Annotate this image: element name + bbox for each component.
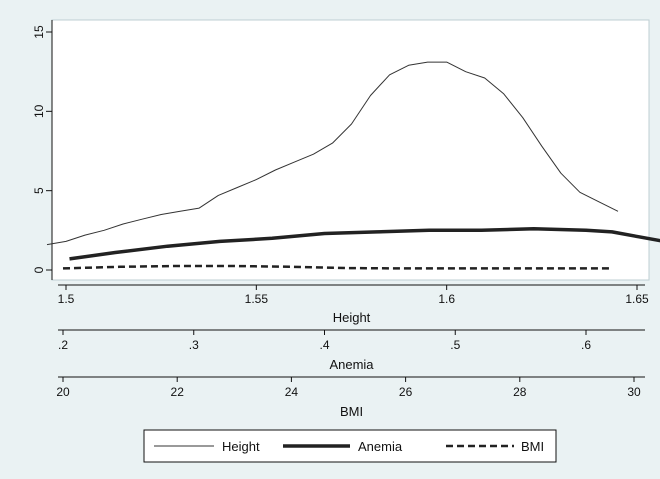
y-axis: 0 5 10 15 bbox=[32, 20, 53, 280]
bmi-tick-label: 30 bbox=[627, 385, 641, 399]
height-tick-label: 1.5 bbox=[58, 292, 75, 306]
bmi-axis-title: BMI bbox=[340, 404, 363, 419]
bmi-tick-label: 22 bbox=[171, 385, 185, 399]
series-bmi-line bbox=[62, 264, 612, 270]
y-tick-label: 5 bbox=[32, 187, 46, 194]
anemia-tick-label: .4 bbox=[319, 338, 329, 352]
y-tick-label: 0 bbox=[32, 266, 46, 273]
legend-label-bmi: BMI bbox=[521, 439, 544, 454]
y-tick-label: 10 bbox=[32, 104, 46, 118]
anemia-tick-label: .3 bbox=[189, 338, 199, 352]
series-height-line bbox=[46, 61, 619, 246]
anemia-tick-label: .5 bbox=[450, 338, 460, 352]
legend-label-anemia: Anemia bbox=[358, 439, 403, 454]
x-axes: 1.5 1.55 1.6 1.65 Height .2 .3 .4 .5 .6 Anemia 20 22… bbox=[56, 284, 649, 419]
bmi-tick-label: 24 bbox=[285, 385, 299, 399]
series-layer bbox=[46, 61, 660, 270]
plot-area bbox=[51, 19, 650, 281]
anemia-axis-title: Anemia bbox=[329, 357, 374, 372]
bmi-tick-label: 26 bbox=[399, 385, 413, 399]
bmi-tick-label: 28 bbox=[513, 385, 527, 399]
height-axis-title: Height bbox=[333, 310, 371, 325]
anemia-tick-label: .2 bbox=[58, 338, 68, 352]
series-anemia-line bbox=[69, 226, 660, 261]
legend-label-height: Height bbox=[222, 439, 260, 454]
y-tick-label: 15 bbox=[32, 25, 46, 39]
anemia-tick-label: .6 bbox=[581, 338, 591, 352]
height-tick-label: 1.55 bbox=[245, 292, 269, 306]
height-tick-label: 1.65 bbox=[625, 292, 649, 306]
height-tick-label: 1.6 bbox=[438, 292, 455, 306]
legend: Height Anemia BMI bbox=[143, 429, 557, 463]
bmi-tick-label: 20 bbox=[56, 385, 70, 399]
